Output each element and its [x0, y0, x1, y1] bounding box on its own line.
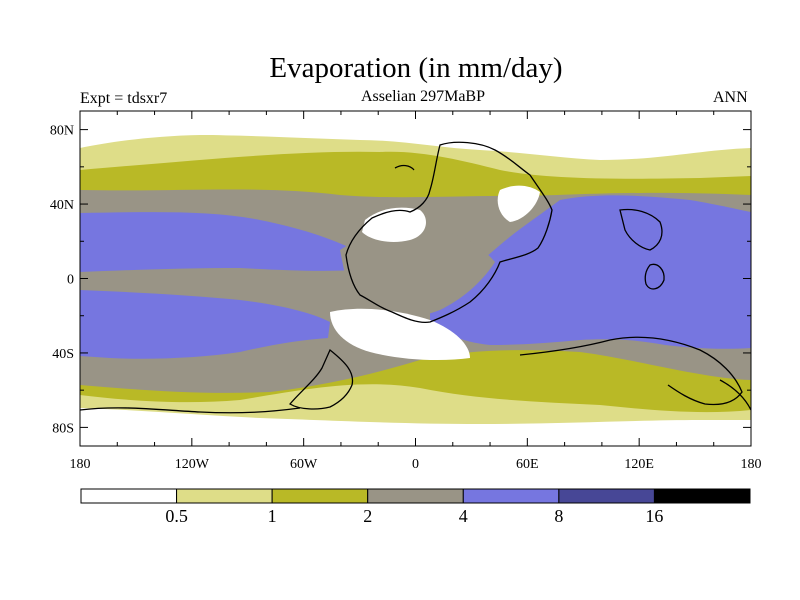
- y-tick-label: 40S: [52, 347, 74, 362]
- x-tick-label: 120E: [624, 457, 654, 472]
- coastline: [394, 164, 415, 171]
- colorbar-label: 2: [363, 506, 372, 526]
- coastline: [644, 263, 665, 290]
- coastlines: [80, 141, 751, 414]
- colorbar-label: 16: [645, 506, 663, 526]
- coastline: [719, 379, 751, 411]
- band-below-0p5: [497, 185, 540, 222]
- band-4-8: [80, 212, 355, 272]
- y-tick-label: 80N: [50, 124, 74, 139]
- coastline: [289, 348, 354, 410]
- band-below-0p5: [80, 408, 751, 446]
- colorbar-swatch: [176, 488, 273, 504]
- coastline: [345, 141, 553, 324]
- band-below-0p5: [330, 308, 470, 360]
- field-layer: [80, 111, 751, 446]
- band-below-0p5: [362, 207, 426, 243]
- y-tick-label: 80S: [52, 421, 74, 436]
- coastline: [80, 407, 301, 414]
- colorbar-swatch: [653, 488, 751, 504]
- y-axis: 80N 40N 0 40S 80S: [50, 124, 751, 436]
- band-below-0p5: [80, 111, 751, 160]
- band-4-8: [80, 290, 330, 359]
- x-axis: 180 120W 60W 0 60E 120E 180: [70, 111, 762, 472]
- colorbar-label: 8: [554, 506, 563, 526]
- colorbar-swatch: [271, 488, 369, 504]
- season-label: ANN: [713, 89, 748, 106]
- x-tick-label: 60W: [290, 457, 318, 472]
- period-label: Asselian 297MaBP: [361, 88, 485, 105]
- experiment-label: Expt = tdsxr7: [80, 90, 168, 107]
- chart-title: Evaporation (in mm/day): [269, 52, 563, 84]
- coastline: [519, 336, 743, 406]
- y-tick-label: 40N: [50, 198, 74, 213]
- colorbar-swatch: [80, 488, 178, 504]
- colorbar-swatch: [558, 488, 655, 504]
- colorbar-swatch: [367, 488, 464, 504]
- x-tick-label: 180: [741, 457, 762, 472]
- coastline: [619, 208, 663, 251]
- x-tick-label: 60E: [516, 457, 539, 472]
- land-evaporation: [340, 227, 495, 318]
- x-tick-label: 0: [412, 457, 419, 472]
- y-tick-label: 0: [67, 273, 74, 288]
- band-4-8: [430, 195, 751, 349]
- colorbar: 0.5 1 2 4 8 16: [80, 488, 751, 526]
- colorbar-label: 1: [268, 506, 277, 526]
- colorbar-label: 0.5: [165, 506, 188, 526]
- colorbar-swatch: [462, 488, 560, 504]
- x-tick-label: 120W: [175, 457, 210, 472]
- x-tick-label: 180: [70, 457, 91, 472]
- colorbar-label: 4: [459, 506, 468, 526]
